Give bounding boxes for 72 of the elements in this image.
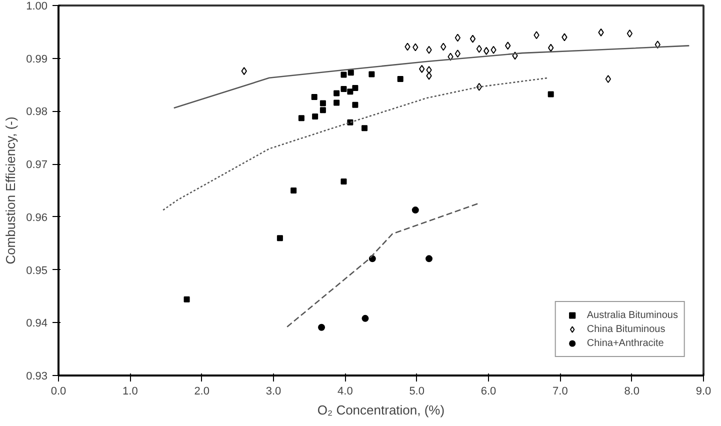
x-tick-label: 3.0 [266, 386, 282, 398]
point [562, 33, 568, 42]
y-tick-label: 0.98 [26, 106, 48, 118]
x-tick-label: 2.0 [194, 386, 210, 398]
point [454, 34, 461, 42]
point [312, 114, 318, 120]
x-tick-label: 6.0 [480, 386, 496, 398]
point [426, 66, 432, 74]
x-tick-label: 7.0 [552, 386, 568, 398]
point [404, 42, 410, 51]
x-tick-label: 5.0 [409, 386, 424, 398]
point [348, 70, 354, 76]
point [476, 44, 482, 53]
x-tick-label: 1.0 [122, 386, 138, 398]
y-tick-label: 0.95 [26, 264, 48, 277]
legend-label: China Bituminous [586, 322, 666, 336]
point [626, 30, 633, 38]
y-tick-label: 0.96 [26, 212, 48, 224]
point [397, 76, 404, 82]
point [290, 188, 297, 194]
x-tick-label: 0.0 [50, 386, 66, 398]
point [412, 206, 419, 214]
point [505, 42, 511, 50]
point [320, 100, 326, 106]
point [298, 115, 304, 122]
point [320, 107, 326, 114]
point [548, 91, 554, 98]
y-axis-title: Combustion Efficiency, (-) [3, 116, 18, 264]
point [598, 28, 604, 36]
point [184, 296, 190, 302]
legend-label: China+Anthracite [586, 336, 664, 350]
point [311, 94, 318, 100]
point [426, 72, 432, 80]
point [340, 72, 347, 78]
y-tick-label: 0.99 [26, 53, 48, 66]
point [241, 67, 247, 76]
legend-label: Australia Bituminous [586, 308, 678, 322]
point [426, 46, 432, 54]
line-series [286, 202, 480, 328]
point [548, 44, 554, 52]
point [534, 31, 540, 40]
x-tick-label: 4.0 [338, 386, 353, 398]
x-tick-label: 9.0 [696, 386, 712, 398]
point [412, 43, 418, 52]
point [490, 46, 496, 54]
point [362, 125, 368, 132]
point [352, 102, 358, 108]
point [352, 84, 358, 91]
point [340, 86, 347, 92]
y-tick-label: 1.00 [26, 0, 48, 12]
point [484, 46, 490, 55]
point [347, 88, 354, 95]
point [605, 74, 612, 83]
point [368, 71, 375, 78]
x-axis-title: O₂ Concentration, (%) [317, 402, 445, 418]
line-series [173, 45, 690, 109]
y-tick-label: 0.97 [26, 159, 48, 172]
point [362, 314, 369, 322]
point [440, 42, 446, 51]
line-series [162, 77, 549, 211]
point [454, 50, 461, 58]
point [419, 64, 425, 73]
point [318, 324, 326, 331]
point [334, 90, 340, 96]
point [276, 235, 283, 242]
point [426, 255, 433, 262]
point [340, 178, 347, 185]
x-tick-label: 8.0 [624, 386, 640, 398]
y-tick-label: 0.93 [26, 370, 48, 382]
point [334, 100, 340, 106]
y-tick-label: 0.94 [26, 318, 48, 330]
point [470, 34, 476, 43]
